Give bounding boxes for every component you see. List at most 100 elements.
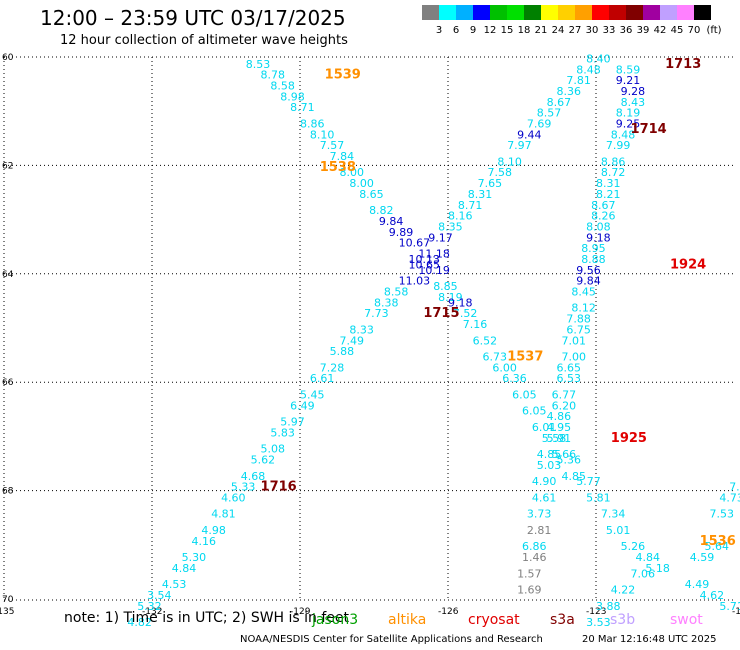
wave-height-value: 7.17 — [729, 481, 740, 494]
latitude-label: 68 — [2, 487, 14, 497]
wave-height-value: 2.81 — [527, 524, 552, 537]
legend-swatch — [592, 5, 609, 20]
wave-height-value: 4.82 — [127, 616, 152, 629]
wave-height-value: 4.95 — [547, 421, 572, 434]
wave-height-value: 5.30 — [182, 551, 207, 564]
latitude-label: 66 — [2, 378, 14, 388]
legend-label: 18 — [517, 25, 531, 36]
wave-height-value: 9.21 — [616, 74, 641, 87]
wave-height-value: 8.48 — [576, 63, 601, 76]
credit-line: NOAA/NESDIS Center for Satellite Applica… — [240, 634, 543, 645]
wave-height-value: 7.88 — [566, 313, 591, 326]
footnote: note: 1) Time is in UTC; 2) SWH is in fe… — [64, 610, 350, 626]
wave-height-value: 3.73 — [527, 508, 552, 521]
wave-height-value: 10.13 — [409, 253, 441, 266]
generated-timestamp: 20 Mar 12:16:48 UTC 2025 — [582, 634, 717, 645]
pass-time-label: 1539 — [325, 68, 361, 83]
legend-swatch — [575, 5, 592, 20]
wave-height-value: 7.01 — [561, 334, 586, 347]
legend-label: 45 — [670, 25, 684, 36]
wave-height-value: 6.49 — [290, 399, 315, 412]
wave-height-value: 9.17 — [428, 231, 453, 244]
pass-time-label: 1925 — [611, 431, 647, 446]
wave-height-value: 8.26 — [591, 210, 616, 223]
wave-height-value: 9.84 — [379, 215, 404, 228]
latitude-label: 62 — [2, 161, 13, 171]
wave-height-value: 7.84 — [330, 150, 355, 163]
longitude-label: -123 — [586, 607, 606, 617]
wave-height-value: 4.84 — [172, 562, 197, 575]
wave-height-value: 5.33 — [231, 481, 256, 494]
wave-height-value: 4.49 — [685, 578, 710, 591]
wave-height-value: 8.08 — [586, 220, 611, 233]
map-grid — [3, 56, 736, 601]
wave-height-value: 7.73 — [364, 307, 389, 320]
wave-height-value: 8.31 — [468, 188, 493, 201]
wave-height-value: 6.75 — [566, 323, 591, 336]
wave-height-value: 1.57 — [517, 567, 542, 580]
wave-height-value: 8.21 — [596, 188, 621, 201]
wave-height-value: 5.58 — [542, 432, 567, 445]
wave-height-value: 7.16 — [463, 318, 488, 331]
wave-height-value: 5.08 — [261, 443, 286, 456]
wave-height-value: 5.66 — [552, 448, 577, 461]
legend-label: 70 — [687, 25, 701, 36]
wave-height-value: 8.57 — [537, 107, 562, 120]
wave-height-value: 8.58 — [384, 285, 409, 298]
wave-height-value: 10.65 — [409, 258, 441, 271]
legend-swatch — [626, 5, 643, 20]
legend-label: 33 — [602, 25, 616, 36]
wave-height-value: 8.35 — [438, 220, 463, 233]
legend-swatch — [456, 5, 473, 20]
wave-height-value: 1.46 — [522, 551, 547, 564]
wave-height-value: 9.18 — [586, 231, 611, 244]
wave-height-value: 8.31 — [596, 177, 621, 190]
wave-height-value: 4.16 — [191, 535, 216, 548]
wave-height-value: 5.97 — [280, 416, 305, 429]
legend-swatch — [473, 5, 490, 20]
wave-height-value: 5.77 — [576, 475, 601, 488]
wave-height-value: 8.82 — [369, 204, 394, 217]
wave-height-value: 6.01 — [532, 421, 557, 434]
wave-height-value: 3.53 — [586, 616, 611, 629]
map-subtitle: 12 hour collection of altimeter wave hei… — [60, 33, 348, 48]
wave-height-value: 7.06 — [631, 567, 656, 580]
wave-height-value: 9.25 — [616, 117, 641, 130]
wave-height-value: 5.71 — [719, 600, 740, 613]
wave-height-value: 8.16 — [448, 210, 473, 223]
legend-swatch — [439, 5, 456, 20]
wave-height-value: 7.52 — [453, 307, 478, 320]
pass-time-label: 1536 — [700, 534, 736, 549]
wave-height-value: 8.59 — [616, 63, 641, 76]
legend-label: 39 — [636, 25, 650, 36]
pass-time-label: 1537 — [507, 350, 543, 365]
legend-label: 15 — [500, 25, 514, 36]
wave-height-value: 4.60 — [221, 491, 246, 504]
wave-height-value: 8.00 — [349, 177, 374, 190]
pass-time-label: 1924 — [670, 257, 706, 272]
satellite-legend-s3b: s3b — [610, 612, 636, 628]
satellite-legend-swot: swot — [670, 612, 703, 628]
legend-label: 21 — [534, 25, 548, 36]
wave-height-value: 8.86 — [300, 117, 325, 130]
legend-unit: (ft) — [706, 25, 722, 36]
latitude-label: 70 — [2, 595, 14, 605]
wave-height-value: 6.86 — [522, 540, 547, 553]
wave-height-value: 8.85 — [433, 280, 458, 293]
wave-height-value: 8.43 — [621, 96, 646, 109]
wave-height-measurements: 8.538.788.588.988.718.868.107.577.848.00… — [127, 52, 740, 629]
wave-height-value: 7.97 — [507, 139, 532, 152]
wave-height-value: 6.65 — [557, 361, 582, 374]
wave-height-value: 4.68 — [241, 470, 265, 483]
wave-height-value: 6.73 — [483, 351, 508, 364]
wave-height-value: 7.49 — [339, 334, 364, 347]
pass-time-label: 1538 — [320, 160, 356, 175]
wave-height-value: 7.58 — [487, 166, 512, 179]
wave-height-value: 8.48 — [611, 128, 636, 141]
pass-time-label: 1716 — [261, 480, 297, 495]
legend-swatch — [490, 5, 507, 20]
satellite-legend-cryosat: cryosat — [468, 612, 520, 628]
wave-height-value: 7.57 — [320, 139, 345, 152]
wave-height-value: 8.40 — [586, 52, 611, 65]
